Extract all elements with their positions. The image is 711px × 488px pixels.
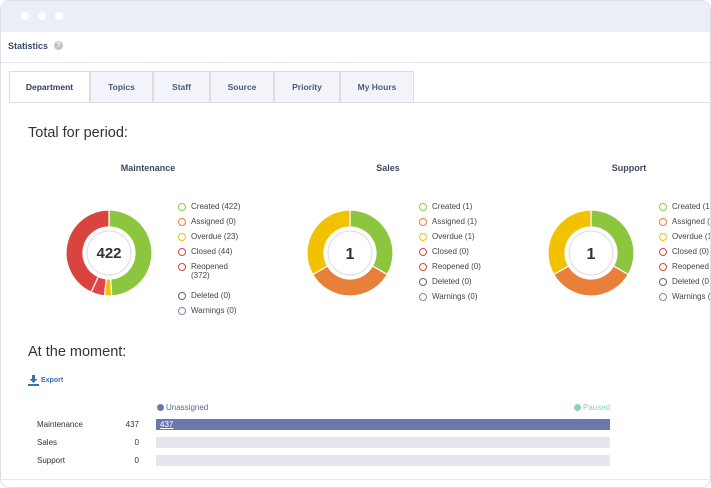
status-ring-icon bbox=[659, 293, 667, 301]
donut-slice-created[interactable] bbox=[108, 209, 153, 297]
row-count-support: 0 bbox=[134, 456, 139, 465]
bar-track-support bbox=[156, 455, 610, 466]
status-ring-icon bbox=[178, 203, 186, 211]
status-ring-icon bbox=[178, 218, 186, 226]
unassigned-dot-icon bbox=[157, 404, 164, 411]
row-name-support: Support bbox=[37, 456, 66, 465]
tab-my-hours[interactable]: My Hours bbox=[340, 71, 414, 102]
status-ring-icon bbox=[659, 278, 667, 286]
status-ring-icon bbox=[419, 248, 427, 256]
tab-divider bbox=[9, 102, 710, 103]
donut-total-label: 422 bbox=[96, 245, 121, 262]
chart-title-support: Support bbox=[611, 163, 647, 173]
footer-divider bbox=[1, 479, 710, 480]
export-label: Export bbox=[41, 377, 64, 384]
tab-department[interactable]: Department bbox=[9, 71, 90, 103]
bar-fill-maintenance[interactable]: 437 bbox=[156, 419, 610, 430]
paused-dot-icon bbox=[574, 404, 581, 411]
status-ring-icon bbox=[659, 233, 667, 241]
status-ring-icon bbox=[178, 263, 186, 271]
status-ring-icon bbox=[659, 248, 667, 256]
status-ring-icon bbox=[178, 248, 186, 256]
legend-support: Created (1 Assigned ( Overdue (1 Closed … bbox=[659, 202, 710, 312]
row-count-sales: 0 bbox=[134, 438, 139, 447]
status-ring-icon bbox=[659, 203, 667, 211]
tab-topics[interactable]: Topics bbox=[90, 71, 153, 102]
status-ring-icon bbox=[419, 263, 427, 271]
help-icon[interactable]: ? bbox=[54, 41, 63, 50]
status-ring-icon bbox=[178, 233, 186, 241]
status-ring-icon bbox=[419, 293, 427, 301]
status-ring-icon bbox=[178, 307, 186, 315]
window-titlebar bbox=[1, 1, 710, 32]
donut-chart-support: 1 bbox=[547, 209, 635, 297]
donut-center bbox=[327, 230, 373, 276]
bar-track-maintenance: 437 bbox=[156, 419, 610, 430]
chart-title-sales: Sales bbox=[376, 163, 400, 173]
donut-chart-sales: 1 bbox=[306, 209, 394, 297]
status-ring-icon bbox=[419, 233, 427, 241]
status-ring-icon bbox=[659, 218, 667, 226]
window-dot-icon bbox=[21, 12, 29, 20]
donut-total-label: 1 bbox=[346, 246, 355, 263]
row-name-sales: Sales bbox=[37, 438, 58, 447]
donut-chart-maintenance: 422 bbox=[65, 209, 153, 297]
tab-staff[interactable]: Staff bbox=[153, 71, 210, 102]
donut-slice-overdue[interactable] bbox=[547, 209, 592, 276]
status-ring-icon bbox=[419, 278, 427, 286]
status-ring-icon bbox=[419, 203, 427, 211]
status-ring-icon bbox=[178, 292, 186, 300]
page-title: Statistics bbox=[8, 41, 49, 51]
tab-source[interactable]: Source bbox=[210, 71, 274, 102]
status-ring-icon bbox=[659, 263, 667, 271]
donut-slice-reopened[interactable] bbox=[65, 209, 110, 293]
bar-value-link[interactable]: 437 bbox=[160, 420, 174, 429]
donut-center bbox=[86, 230, 132, 276]
row-name-maintenance: Maintenance bbox=[37, 420, 83, 429]
window-dot-icon bbox=[55, 12, 63, 20]
moment-title: At the moment: bbox=[28, 344, 127, 360]
donut-total-label: 1 bbox=[587, 246, 596, 263]
donut-center bbox=[568, 230, 614, 276]
status-ring-icon bbox=[419, 218, 427, 226]
window-dot-icon bbox=[38, 12, 46, 20]
page-header: Statistics ? bbox=[1, 32, 710, 63]
row-count-maintenance: 437 bbox=[125, 420, 139, 429]
tab-priority[interactable]: Priority bbox=[274, 71, 340, 102]
bar-track-sales bbox=[156, 437, 610, 448]
download-icon bbox=[28, 375, 39, 386]
chart-title-maintenance: Maintenance bbox=[120, 163, 176, 173]
period-title: Total for period: bbox=[28, 125, 128, 141]
donut-slice-overdue[interactable] bbox=[306, 209, 351, 276]
